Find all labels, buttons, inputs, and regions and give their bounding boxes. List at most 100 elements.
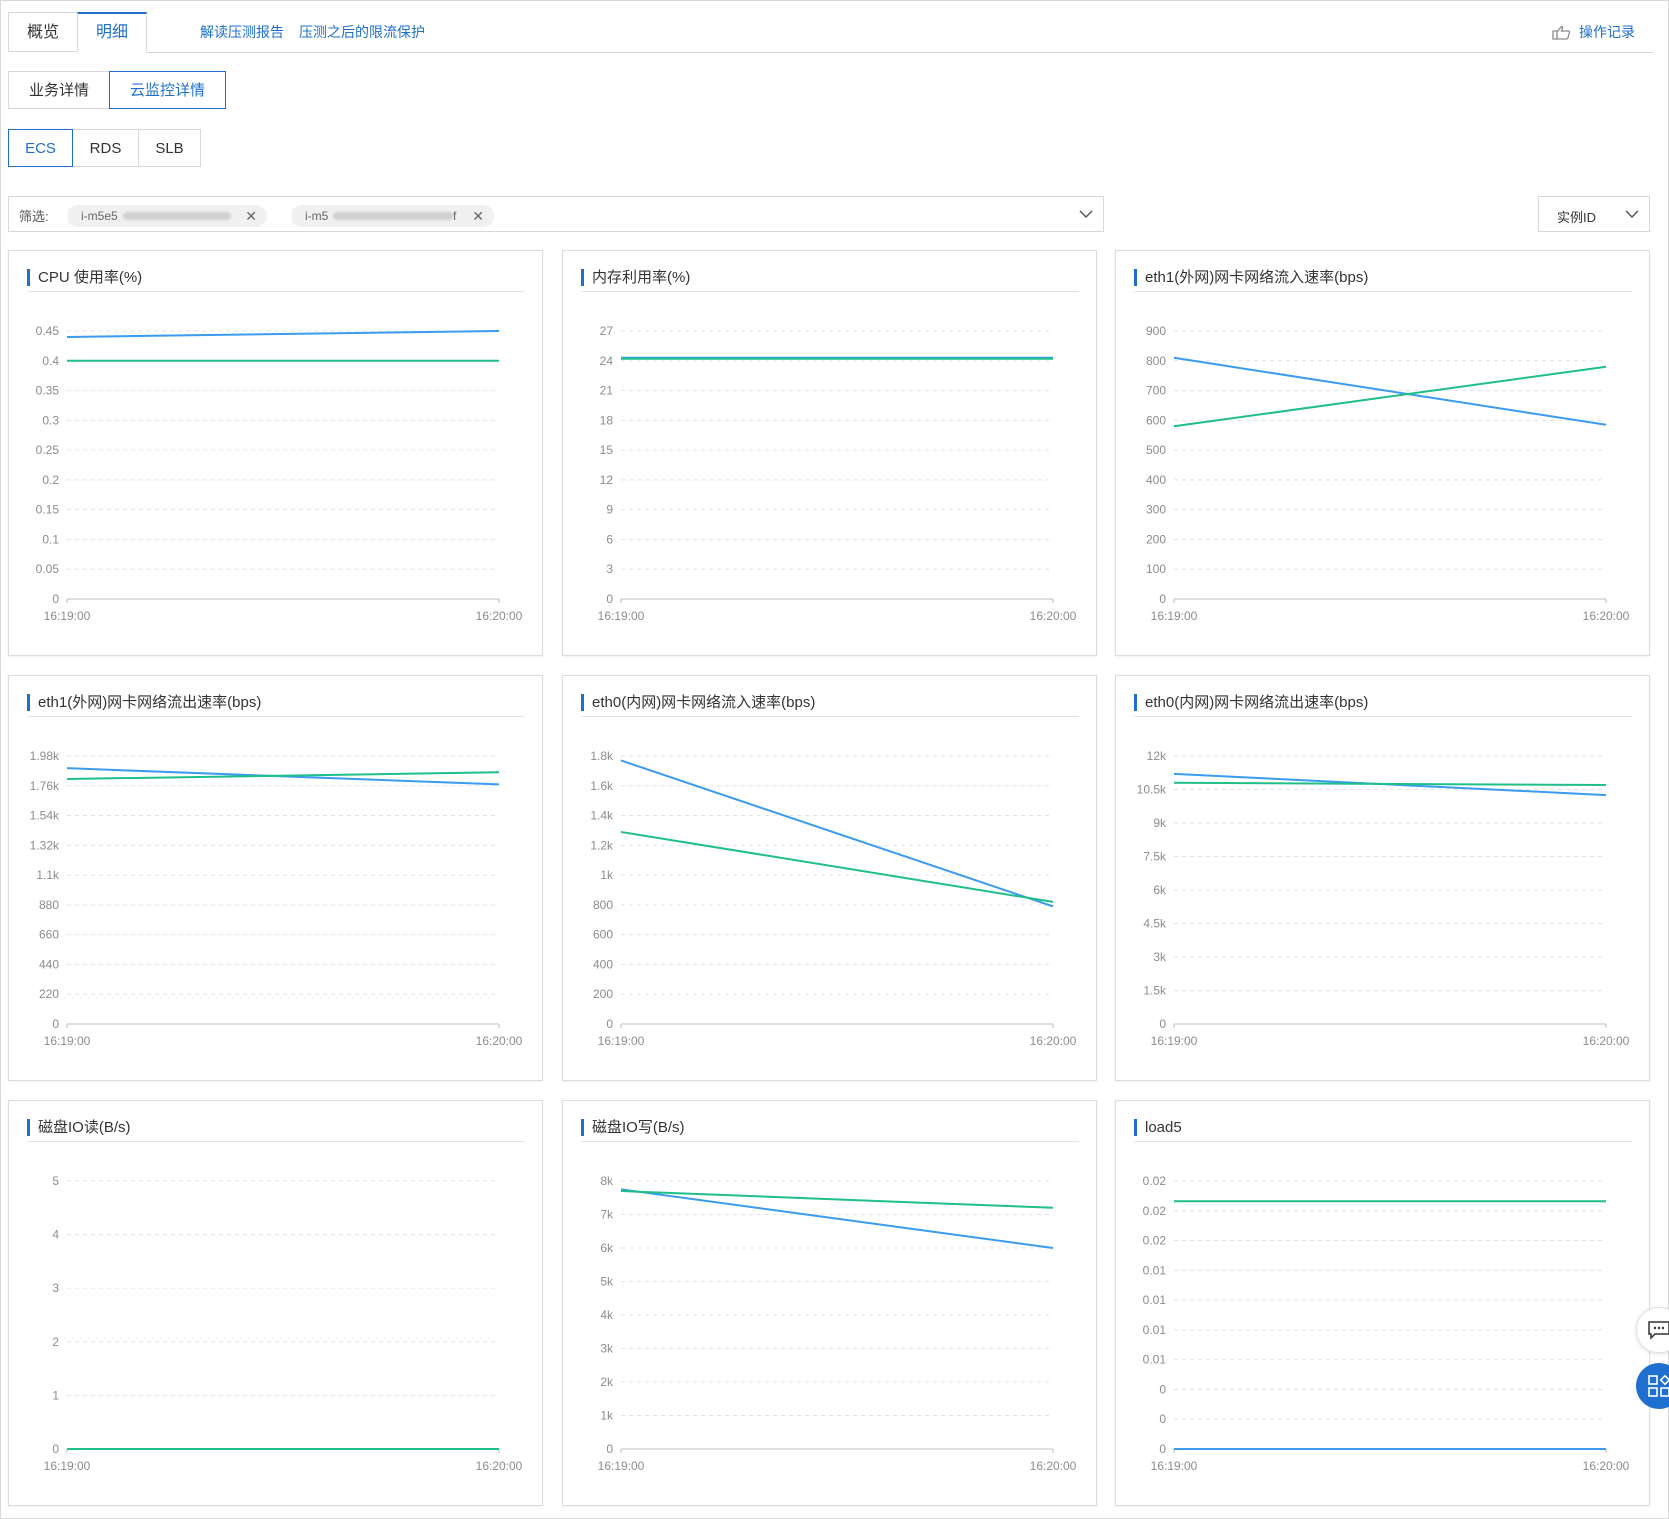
y-tick-label: 0 <box>1159 1017 1166 1031</box>
hand-pointer-icon <box>1552 25 1571 40</box>
y-tick-label: 15 <box>600 443 614 457</box>
y-tick-label: 0.1 <box>42 532 59 546</box>
chart-title: CPU 使用率(%) <box>27 269 142 286</box>
instance-filter[interactable]: 筛选: i-m5e5 ✕ i-m5 f ✕ <box>8 196 1104 232</box>
redacted-text <box>333 212 453 220</box>
y-tick-label: 600 <box>593 928 613 942</box>
y-tick-label: 0.45 <box>36 324 60 338</box>
y-tick-label: 0.02 <box>1143 1234 1167 1248</box>
series-line <box>66 330 500 338</box>
y-tick-label: 1k <box>600 868 614 882</box>
y-tick-label: 3 <box>606 562 613 576</box>
y-tick-label: 0.35 <box>36 384 60 398</box>
chart-title: eth0(内网)网卡网络流入速率(bps) <box>581 694 815 711</box>
y-tick-label: 6k <box>1153 883 1167 897</box>
x-tick-label: 16:19:00 <box>598 1034 645 1048</box>
y-tick-label: 3 <box>52 1281 59 1295</box>
chevron-down-icon[interactable] <box>1079 207 1093 221</box>
chart-panel: eth0(内网)网卡网络流入速率(bps) 0 200 400 600 800 1k 1.2k… <box>562 675 1097 1081</box>
chip-text-suffix: f <box>453 209 457 223</box>
y-tick-label: 0.01 <box>1143 1293 1167 1307</box>
series-line <box>620 1188 1054 1249</box>
chart-title: 内存利用率(%) <box>581 269 690 286</box>
y-tick-label: 700 <box>1146 384 1166 398</box>
y-tick-label: 440 <box>39 957 59 971</box>
tab-slb[interactable]: SLB <box>138 129 201 167</box>
x-tick-label: 16:20:00 <box>1030 609 1077 623</box>
tab-cloud-monitor-detail[interactable]: 云监控详情 <box>109 71 226 109</box>
series-line <box>620 759 1054 908</box>
y-tick-label: 1.32k <box>30 838 60 852</box>
y-tick-label: 24 <box>600 354 614 368</box>
chart-panel: CPU 使用率(%) 0 0.05 0.1 0.15 0.2 0.25 0.3 0.35 0.4 0… <box>8 250 543 656</box>
y-tick-label: 1 <box>52 1388 59 1402</box>
report-link[interactable]: 解读压测报告 <box>200 24 284 40</box>
y-tick-label: 12k <box>1147 749 1167 763</box>
instance-chip[interactable]: i-m5e5 ✕ <box>67 205 267 227</box>
y-tick-label: 100 <box>1146 562 1166 576</box>
tab-detail[interactable]: 明细 <box>77 12 147 52</box>
instance-chip[interactable]: i-m5 f ✕ <box>291 205 494 227</box>
y-tick-label: 21 <box>600 384 614 398</box>
x-tick-label: 16:19:00 <box>1151 1459 1198 1473</box>
y-tick-label: 9k <box>1153 816 1167 830</box>
apps-button[interactable] <box>1636 1363 1669 1409</box>
y-tick-label: 0 <box>52 592 59 606</box>
y-tick-label: 3k <box>600 1342 614 1356</box>
redacted-text <box>123 212 231 220</box>
y-tick-label: 0.02 <box>1143 1204 1167 1218</box>
y-tick-label: 6 <box>606 532 613 546</box>
chart-panel: 磁盘IO读(B/s) 0 1 2 3 4 5 16:19:00 16:20:00 <box>8 1100 543 1506</box>
instance-id-select[interactable]: 实例ID <box>1538 196 1650 232</box>
y-tick-label: 200 <box>593 987 613 1001</box>
y-tick-label: 0 <box>52 1017 59 1031</box>
line-chart: 0 0.05 0.1 0.15 0.2 0.25 0.3 0.35 0.4 0.45 16:19:0… <box>36 324 523 623</box>
tab-rds[interactable]: RDS <box>72 129 139 167</box>
chevron-down-icon <box>1625 210 1639 219</box>
y-tick-label: 900 <box>1146 324 1166 338</box>
tab-business-detail[interactable]: 业务详情 <box>8 71 110 109</box>
chart-panel: eth1(外网)网卡网络流入速率(bps) 0 100 200 300 400 500 600… <box>1115 250 1650 656</box>
chip-text: i-m5 <box>305 209 329 223</box>
series-line <box>66 771 500 781</box>
x-tick-label: 16:19:00 <box>1151 1034 1198 1048</box>
series-line <box>620 1190 1054 1209</box>
title-rule <box>581 291 1079 292</box>
y-tick-label: 400 <box>593 957 613 971</box>
y-tick-label: 7k <box>600 1208 614 1222</box>
chart-title: 磁盘IO读(B/s) <box>27 1119 131 1136</box>
tab-ecs[interactable]: ECS <box>8 129 73 167</box>
y-tick-label: 400 <box>1146 473 1166 487</box>
line-chart: 0 3 6 9 12 15 18 21 24 27 16:19:00 16:20:00 <box>598 324 1077 623</box>
tab-overview[interactable]: 概览 <box>8 12 78 52</box>
chip-text: i-m5e5 <box>81 209 118 223</box>
y-tick-label: 1.98k <box>30 749 60 763</box>
y-tick-label: 4k <box>600 1308 614 1322</box>
x-tick-label: 16:19:00 <box>1151 609 1198 623</box>
op-log-button[interactable]: 操作记录 <box>1551 22 1635 42</box>
y-tick-label: 9 <box>606 503 613 517</box>
y-tick-label: 0 <box>52 1442 59 1456</box>
chart-panel: 磁盘IO写(B/s) 0 1k 2k 3k 4k 5k 6k 7k 8k 16:19:00 16:20… <box>562 1100 1097 1506</box>
chart-title: eth0(内网)网卡网络流出速率(bps) <box>1134 694 1368 711</box>
x-tick-label: 16:20:00 <box>476 1459 523 1473</box>
y-tick-label: 6k <box>600 1241 614 1255</box>
y-tick-label: 10.5k <box>1137 783 1167 797</box>
chat-button[interactable] <box>1636 1307 1669 1353</box>
y-tick-label: 1.1k <box>36 868 60 882</box>
y-tick-label: 800 <box>593 898 613 912</box>
y-tick-label: 1k <box>600 1409 614 1423</box>
x-tick-label: 16:20:00 <box>1030 1459 1077 1473</box>
close-icon[interactable]: ✕ <box>245 208 257 224</box>
line-chart: 0 100 200 300 400 500 600 700 800 900 16:19:00 16:2… <box>1146 324 1630 623</box>
chart-title: load5 <box>1134 1119 1182 1136</box>
x-tick-label: 16:20:00 <box>1583 1034 1630 1048</box>
line-chart: 0 220 440 660 880 1.1k 1.32k 1.54k 1.76k 1.98k 16:… <box>30 749 523 1048</box>
x-tick-label: 16:19:00 <box>598 1459 645 1473</box>
close-icon[interactable]: ✕ <box>472 208 484 224</box>
protect-link[interactable]: 压测之后的限流保护 <box>299 24 425 40</box>
series-line <box>1173 365 1607 428</box>
y-tick-label: 880 <box>39 898 59 912</box>
tab-underline <box>146 52 1653 53</box>
y-tick-label: 1.54k <box>30 809 60 823</box>
